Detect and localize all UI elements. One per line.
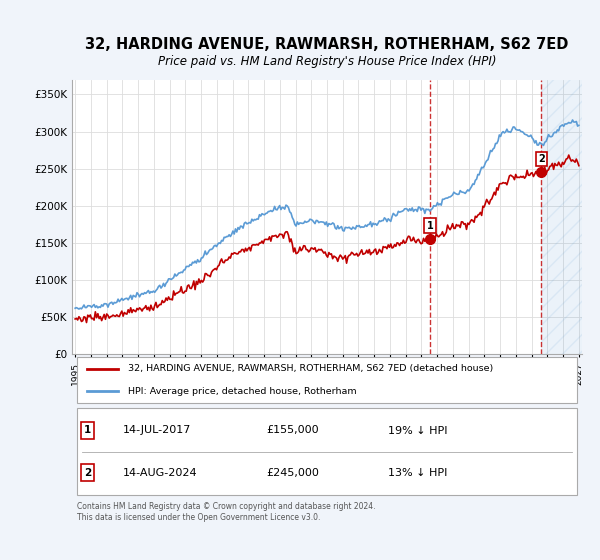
Bar xyxy=(541,80,582,354)
Text: HPI: Average price, detached house, Rotherham: HPI: Average price, detached house, Roth… xyxy=(128,387,357,396)
FancyBboxPatch shape xyxy=(77,408,577,496)
Text: 19% ↓ HPI: 19% ↓ HPI xyxy=(388,426,448,436)
Text: 32, HARDING AVENUE, RAWMARSH, ROTHERHAM, S62 7ED (detached house): 32, HARDING AVENUE, RAWMARSH, ROTHERHAM,… xyxy=(128,364,493,373)
FancyBboxPatch shape xyxy=(77,357,577,403)
Text: 13% ↓ HPI: 13% ↓ HPI xyxy=(388,468,448,478)
Text: £245,000: £245,000 xyxy=(266,468,319,478)
Text: 1: 1 xyxy=(83,426,91,436)
Text: 2: 2 xyxy=(538,154,545,164)
Text: Price paid vs. HM Land Registry's House Price Index (HPI): Price paid vs. HM Land Registry's House … xyxy=(158,55,496,68)
Text: 2: 2 xyxy=(83,468,91,478)
Text: £155,000: £155,000 xyxy=(266,426,319,436)
Text: 14-JUL-2017: 14-JUL-2017 xyxy=(123,426,191,436)
Text: 1: 1 xyxy=(427,221,433,231)
Text: Contains HM Land Registry data © Crown copyright and database right 2024.
This d: Contains HM Land Registry data © Crown c… xyxy=(77,502,376,522)
Text: 14-AUG-2024: 14-AUG-2024 xyxy=(123,468,197,478)
Text: 32, HARDING AVENUE, RAWMARSH, ROTHERHAM, S62 7ED: 32, HARDING AVENUE, RAWMARSH, ROTHERHAM,… xyxy=(85,37,569,52)
